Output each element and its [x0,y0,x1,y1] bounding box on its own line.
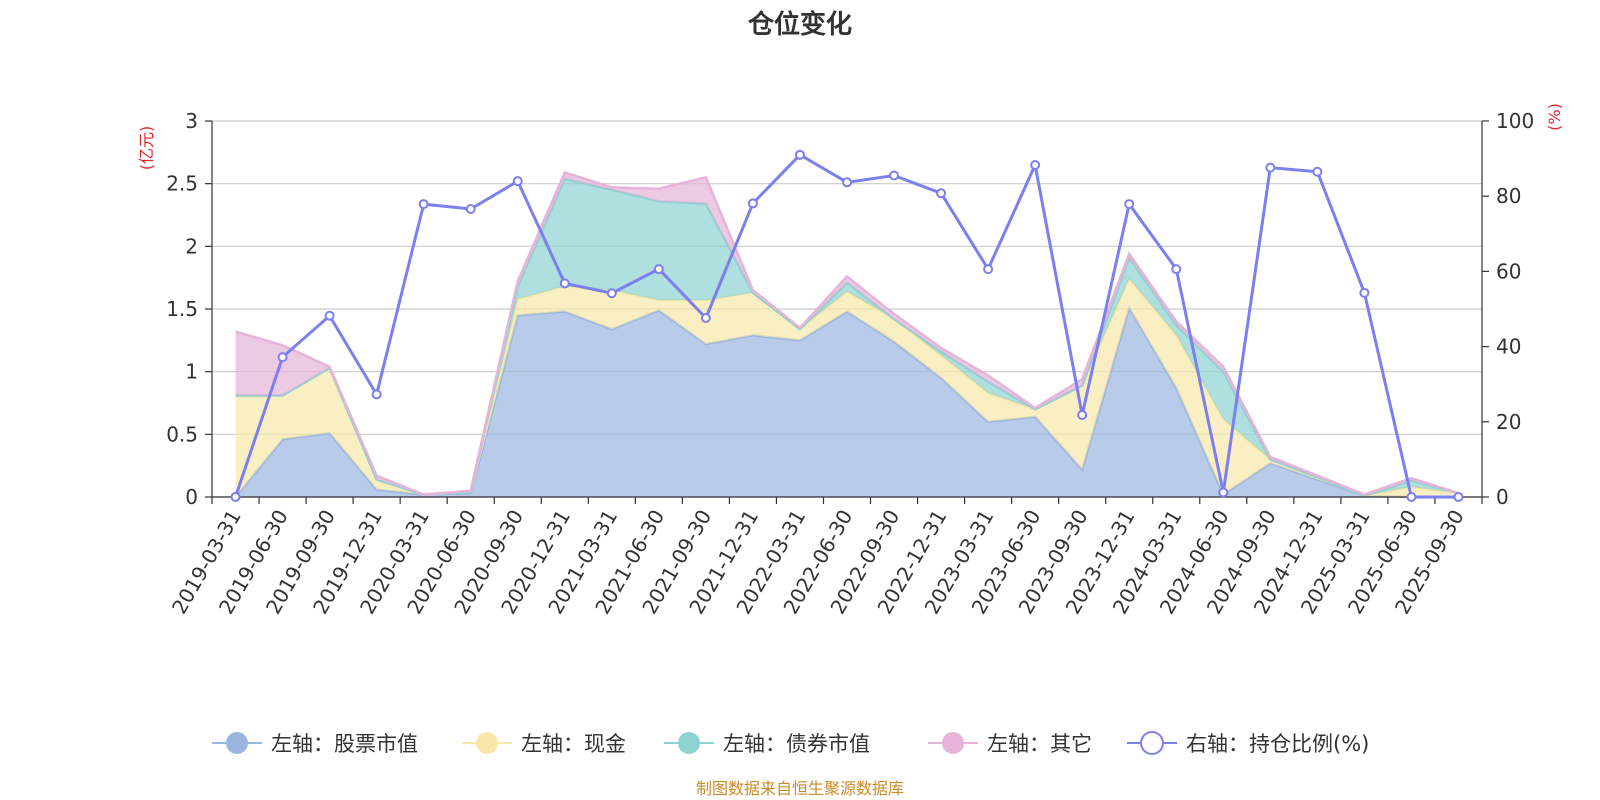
ratio-point [1265,162,1276,173]
area-2 [235,278,1459,497]
legend-marker-3 [678,732,700,754]
ratio-point [842,177,852,188]
ratio-point [1312,166,1323,177]
left-tick-label: 3 [185,109,198,133]
ratio-point [324,310,335,321]
legend: 左轴：股票市值 左轴：现金 左轴：债券市值 左轴：其它 右轴：持仓比例(%) [212,731,1369,756]
ratio-point [1218,487,1229,498]
right-axis-unit: (%) [1545,103,1564,131]
ratio-point [889,170,900,181]
legend-label-2: 左轴：现金 [521,732,626,756]
right-tick-label: 0 [1496,485,1509,509]
ratio-point [512,176,523,187]
left-tick-label: 0 [185,485,198,509]
left-tick-label: 1.5 [166,297,198,321]
right-tick-label: 80 [1496,184,1521,208]
ratio-point [418,199,429,210]
left-axis-unit: (亿元) [137,126,156,171]
legend-label-1: 左轴：股票市值 [271,732,418,756]
ratio-point [1171,264,1182,275]
ratio-point [747,198,758,209]
ratio-point [559,278,570,289]
ratio-point [653,264,664,275]
legend-label-4: 左轴：其它 [987,732,1092,756]
area-edge-4 [235,170,1459,496]
legend-marker-5 [1140,731,1164,755]
area-1 [235,307,1459,497]
ratio-point [1406,492,1417,502]
ratio-point [1453,492,1464,502]
right-tick-label: 100 [1496,109,1534,133]
ratio-point [465,203,476,214]
right-tick-label: 60 [1496,259,1521,283]
ratio-point [371,389,382,400]
ratio-point [1124,199,1135,210]
ratio-point [1359,287,1370,298]
ratio-point [606,288,617,299]
ratio-point [700,313,711,324]
legend-label-5: 右轴：持仓比例(%) [1186,732,1369,756]
right-tick-label: 20 [1496,410,1521,434]
right-tick-label: 40 [1496,335,1521,359]
ratio-point [1077,410,1088,421]
left-tick-label: 0.5 [166,422,198,446]
data-source-note: 制图数据来自恒生聚源数据库 [696,779,904,798]
area-series [234,170,1459,499]
legend-marker-2 [476,732,498,754]
ratio-point [277,352,288,363]
legend-marker-4 [942,732,964,754]
legend-label-3: 左轴：债券市值 [723,732,870,756]
left-tick-label: 1 [185,360,198,384]
ratio-point [983,264,994,275]
ratio-point [794,149,805,160]
legend-marker-1 [226,732,248,754]
ratio-point [936,188,947,199]
left-tick-label: 2.5 [166,172,198,196]
left-tick-label: 2 [185,234,198,258]
ratio-point [1030,159,1041,170]
holding-ratio-series [230,149,1464,502]
chart-title: 仓位变化 [747,9,852,40]
area-3 [235,178,1459,496]
ratio-point [230,492,241,502]
